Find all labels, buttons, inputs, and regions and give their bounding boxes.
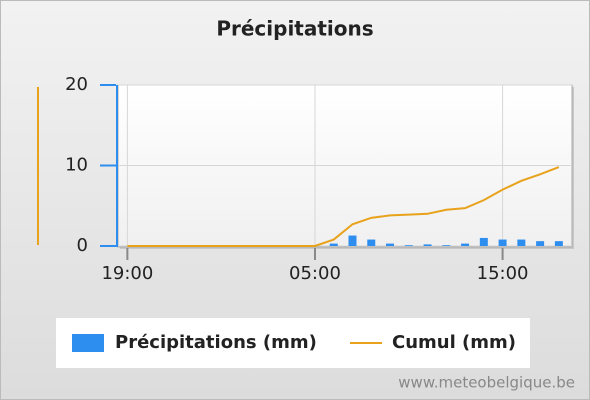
y-tick-label: 10: [65, 155, 88, 176]
bar: [461, 243, 470, 246]
line: [127, 166, 560, 247]
x-tick-label: 05:00: [289, 263, 341, 284]
x-tick-label: 15:00: [477, 263, 529, 284]
bar: [386, 243, 395, 246]
bar: [554, 241, 563, 246]
bar: [329, 243, 338, 246]
legend-swatch: [72, 334, 104, 352]
legend-label: Précipitations (mm): [115, 332, 317, 353]
marks: [118, 84, 572, 247]
bar: [442, 245, 451, 246]
bar: [423, 244, 432, 246]
legend-label: Cumul (mm): [392, 332, 516, 353]
source: www.meteobelgique.be: [398, 374, 575, 392]
bar: [517, 239, 526, 246]
legend: [56, 318, 530, 368]
y-tick-label: 20: [65, 74, 88, 95]
bar: [479, 237, 488, 246]
bar: [498, 239, 507, 246]
bar: [367, 239, 376, 246]
bar: [536, 241, 545, 246]
bar: [348, 235, 357, 246]
bar: [404, 245, 413, 246]
chart-title: Précipitations: [216, 17, 373, 41]
y-tick-label: 0: [77, 235, 88, 256]
x-tick-label: 19:00: [101, 263, 153, 284]
